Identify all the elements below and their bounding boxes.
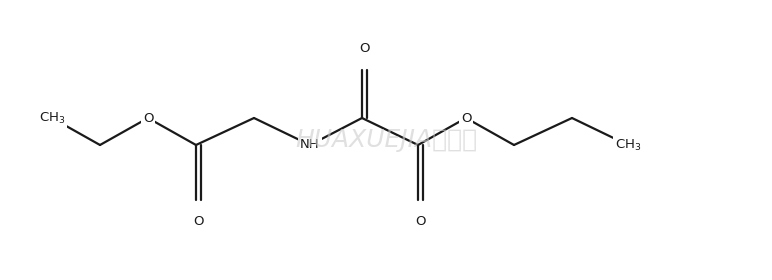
Text: HUAXUEJIA化学派: HUAXUEJIA化学派	[295, 128, 477, 152]
Text: O: O	[461, 111, 471, 125]
Text: CH$_3$: CH$_3$	[39, 110, 65, 125]
Text: O: O	[193, 215, 203, 228]
Text: NH: NH	[300, 139, 320, 151]
Text: O: O	[143, 111, 154, 125]
Text: CH$_3$: CH$_3$	[615, 137, 642, 153]
Text: O: O	[359, 42, 369, 55]
Text: O: O	[415, 215, 425, 228]
